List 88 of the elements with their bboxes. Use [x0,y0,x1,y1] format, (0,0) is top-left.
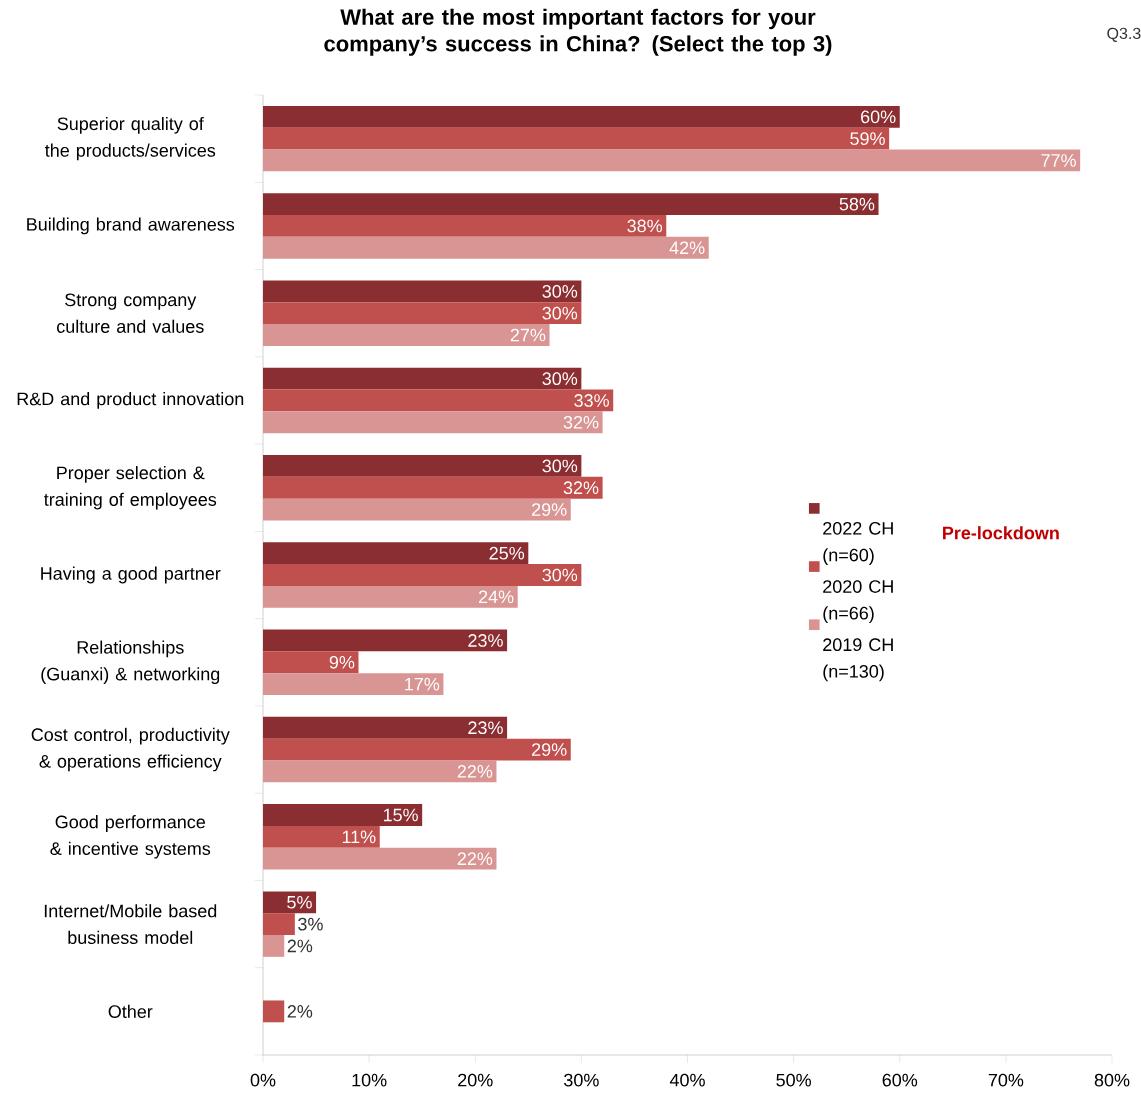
bar [263,215,667,237]
bar [263,105,900,128]
x-tick-label: 30% [564,1073,599,1087]
data-label: 25% [489,546,525,560]
bar [263,825,380,848]
data-label: 60% [861,110,896,124]
bar [263,804,423,826]
y-tick-label: Proper selection & training of employees [44,466,217,510]
data-label: 32% [563,415,599,429]
legend-label: 2022 CH (n=60) [823,521,893,565]
bar [263,847,497,870]
bar [263,585,518,608]
text: Q3.3 [1107,27,1141,42]
y-tick-label: Internet/Mobile based business model [44,904,217,945]
bar [263,236,709,259]
data-label: 30% [542,459,578,473]
bar [263,455,582,477]
y-tick-label: Good performance & incentive systems [50,815,211,859]
data-label: 29% [532,743,567,756]
bar [263,542,529,565]
data-label: 59% [850,132,885,145]
bar [263,673,444,696]
data-label: 32% [563,481,599,495]
data-label: 2% [287,1005,313,1018]
y-tick-label: Relationships (Guanxi) & networking [41,640,220,685]
bar [263,716,508,739]
x-tick-label: 70% [988,1073,1024,1087]
y-tick-label: Cost control, productivity & operations efficiency [31,727,230,772]
y-tick-label: Having a good partner [41,566,221,584]
annotation: Pre-lockdown [943,526,1059,540]
data-label: 5% [287,895,312,909]
bar [263,760,497,783]
bar [263,280,582,303]
data-label: 30% [542,306,578,320]
bar [263,738,571,761]
bar [263,476,603,499]
y-tick-label: R&D and product innovation [17,392,244,409]
bar [263,564,582,586]
bar [263,127,890,150]
bar [263,411,603,434]
y-tick-label: Superior quality of the products/services [45,116,216,161]
x-tick-label: 20% [458,1073,493,1087]
bar [263,913,295,936]
x-tick-label: 40% [669,1073,705,1087]
bar [263,149,1081,172]
x-tick-label: 0% [250,1073,276,1087]
legend-label: 2019 CH (n=130) [823,638,893,682]
legend-label: 2020 CH (n=66) [823,580,893,624]
y-tick-label: Strong company culture and values [57,293,204,333]
x-tick-label: 80% [1094,1073,1130,1087]
data-label: 9% [329,655,355,669]
data-label: 17% [405,677,440,691]
bar [263,367,582,390]
bar [263,1000,285,1023]
x-tick-label: 50% [776,1073,811,1087]
y-tick-label: Other [108,1004,153,1018]
data-label: 30% [542,285,578,298]
bar [263,935,285,957]
data-label: 2% [287,939,313,953]
bar [263,891,317,914]
data-label: 30% [542,372,578,386]
bar [263,629,508,652]
data-label: 38% [627,219,663,233]
data-label: 22% [457,765,493,778]
data-label: 30% [542,568,578,582]
chart-title: What are the most important factors for your company’s success in China? (Select the top 3) [324,8,832,56]
bar [263,498,571,521]
data-label: 29% [532,503,567,516]
data-label: 58% [839,197,875,211]
data-label: 27% [510,328,546,342]
bar [263,389,614,412]
bar [263,324,550,346]
bar [263,651,359,674]
data-label: 3% [298,917,323,931]
data-label: 15% [383,808,418,822]
data-label: 42% [669,241,705,255]
data-label: 23% [468,634,503,647]
data-label: 33% [574,394,609,407]
data-label: 11% [342,830,376,844]
data-label: 77% [1041,154,1076,167]
bar [263,302,582,325]
x-tick-label: 60% [882,1073,918,1087]
data-label: 22% [457,852,493,865]
data-label: 23% [468,721,503,735]
x-tick-label: 10% [352,1073,387,1087]
bar [263,193,879,216]
data-label: 24% [478,590,514,604]
y-tick-label: Building brand awareness [27,217,235,235]
